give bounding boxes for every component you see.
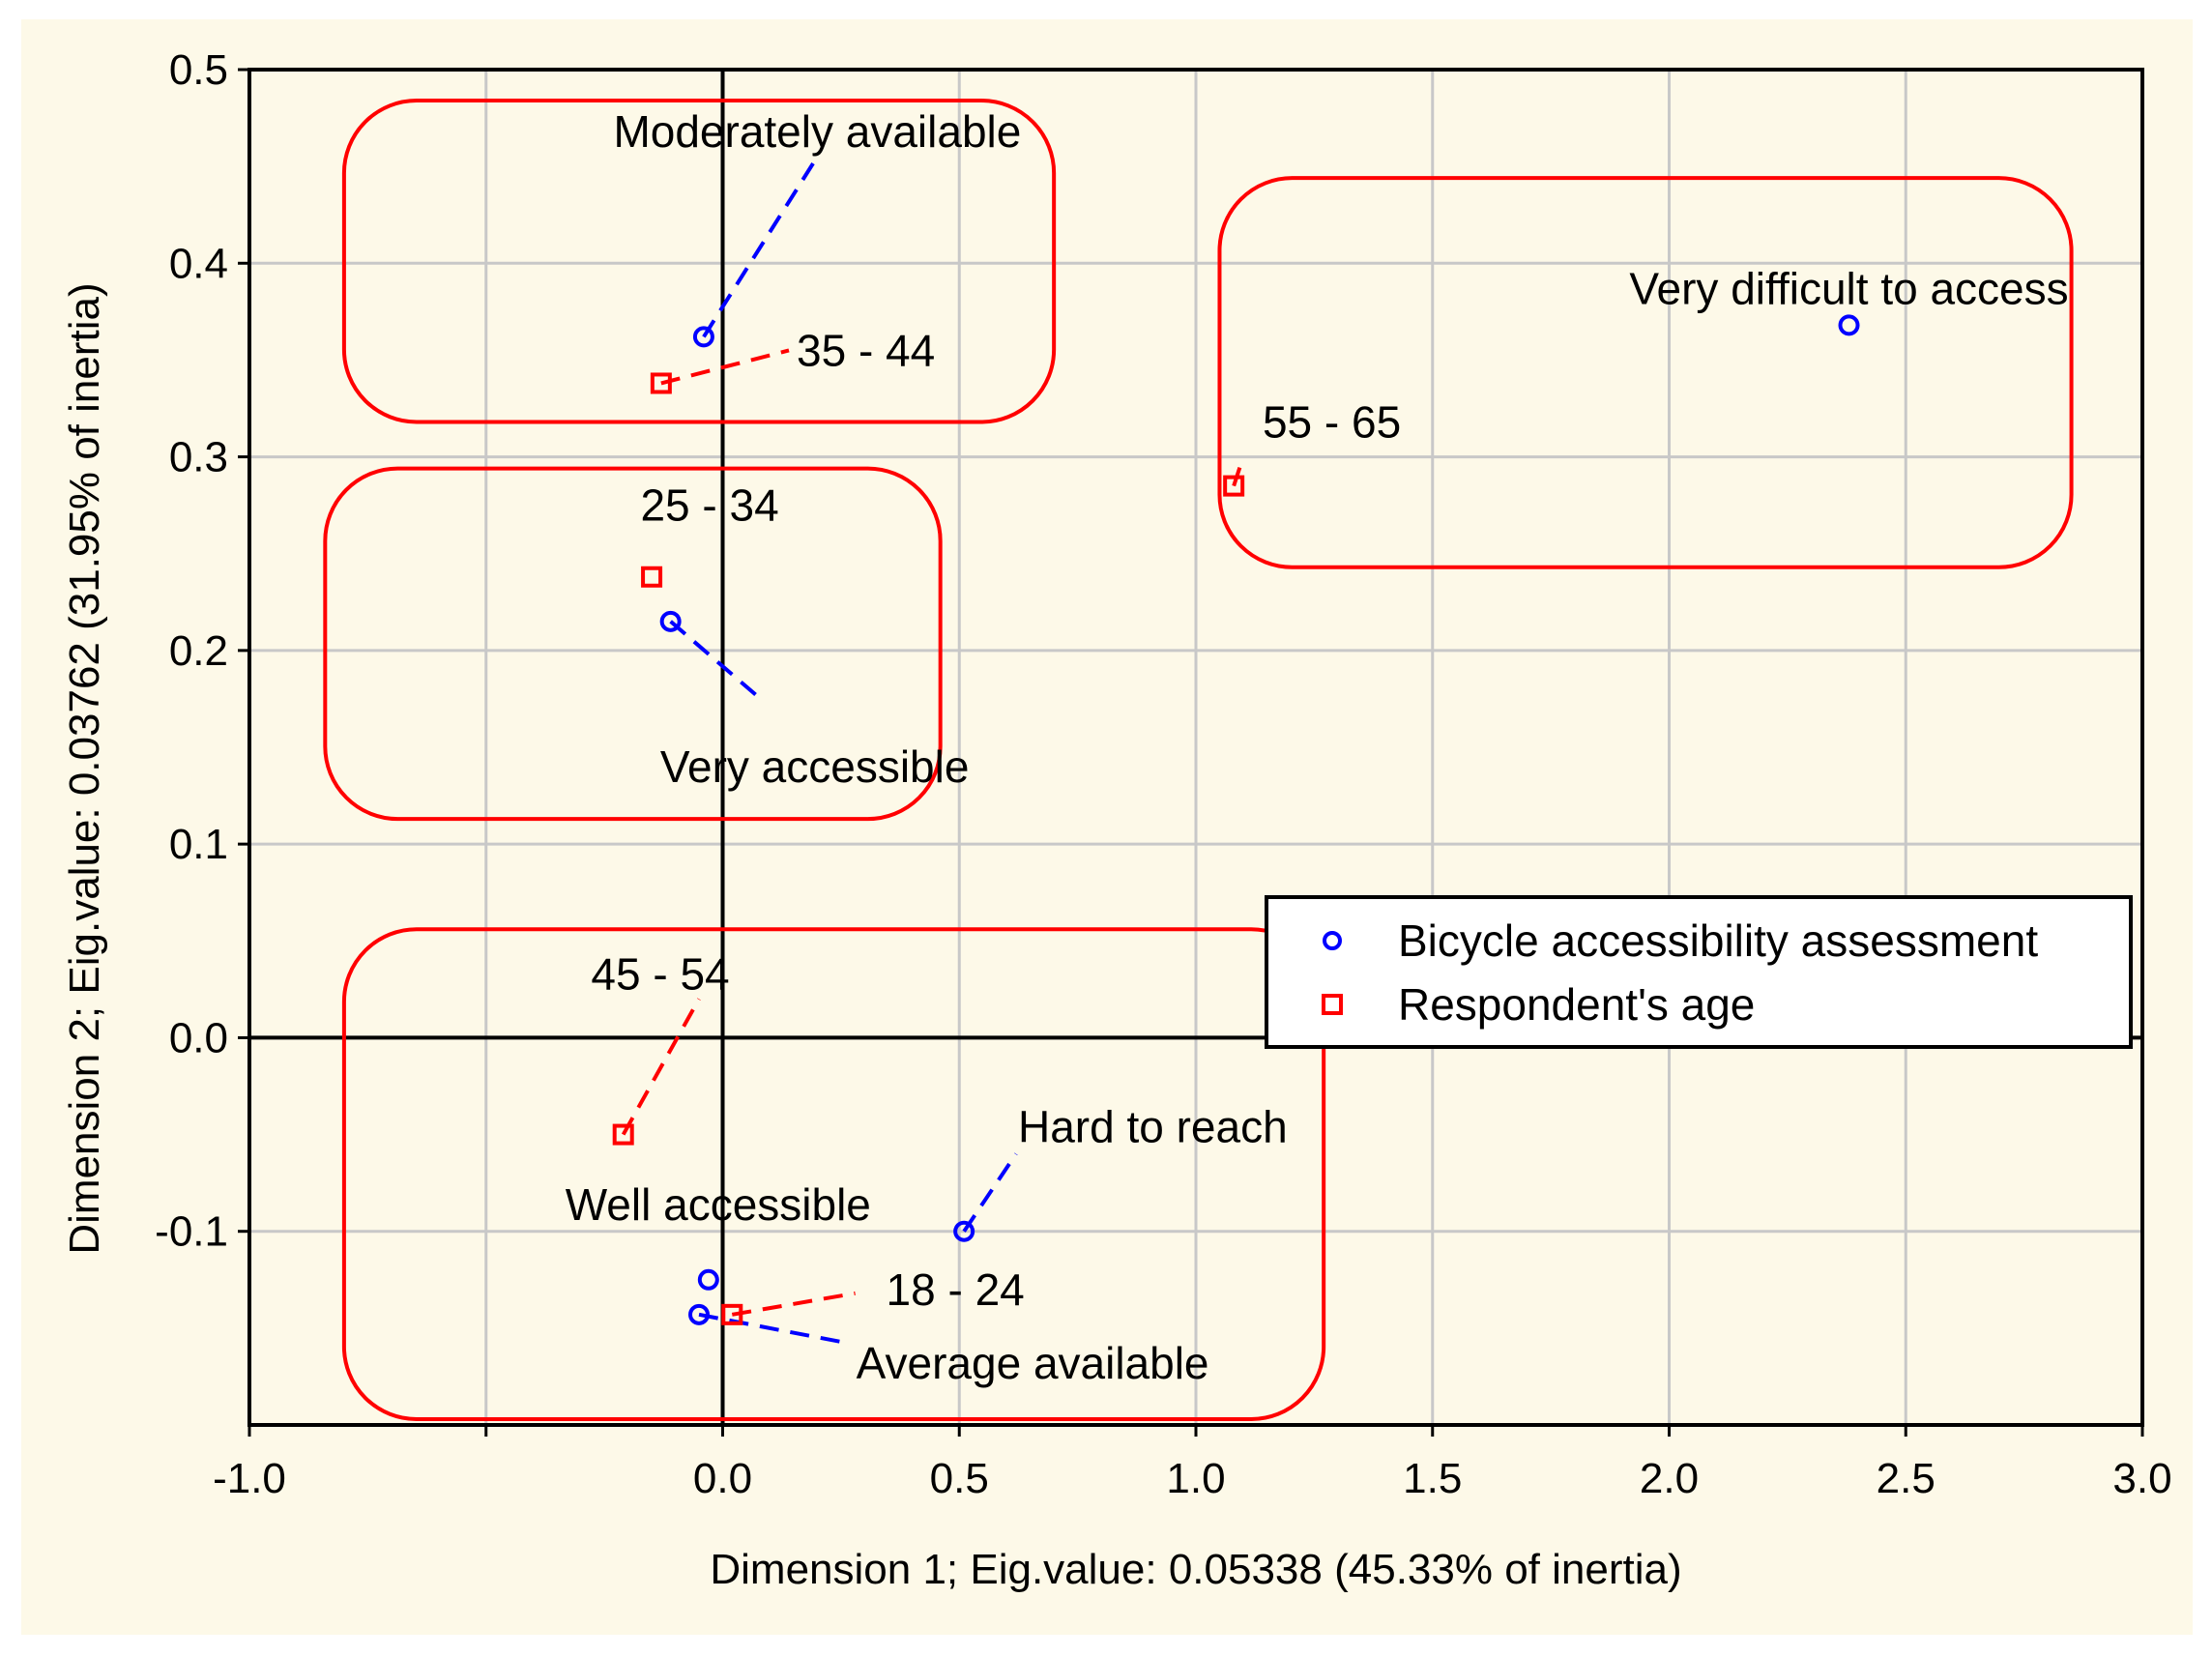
point-label-0-0: Moderately available (613, 106, 1021, 157)
point-label-0-1: Very difficult to access (1629, 263, 2068, 313)
y-tick-label-4: 0.1 (169, 821, 228, 868)
x-tick-label-6: 2.0 (1640, 1455, 1699, 1502)
connector-1-4 (731, 1291, 856, 1317)
y-tick-label-6: -0.1 (155, 1208, 228, 1256)
y-tick-label-0: 0.5 (169, 46, 228, 94)
circle-marker-1 (1838, 314, 1860, 336)
connector-1-1 (1232, 455, 1245, 487)
legend-circle-marker (1323, 931, 1342, 950)
cluster-box-2 (1217, 176, 2074, 569)
x-tick-label-4: 1.0 (1166, 1455, 1225, 1502)
y-axis-ticks: 0.5 0.4 0.3 0.2 0.1 0.0 -0.1 (155, 46, 249, 1256)
x-tick-label-0: -1.0 (213, 1455, 286, 1502)
y-tick-label-2: 0.3 (169, 434, 228, 481)
square-marker-1 (1223, 475, 1245, 497)
point-label-0-4: Average available (857, 1338, 1209, 1388)
point-label-0-5: Hard to reach (1018, 1102, 1288, 1152)
connector-0-0 (702, 156, 820, 338)
cluster-box-1 (341, 99, 1057, 424)
x-tick-label-5: 1.5 (1403, 1455, 1462, 1502)
legend-square-marker (1322, 994, 1343, 1015)
legend-label-age: Respondent's age (1398, 979, 1755, 1030)
legend: Bicycle accessibility assessment Respond… (1265, 895, 2133, 1049)
square-marker-4 (721, 1303, 743, 1325)
cluster-boxes (323, 99, 2074, 1421)
y-tick-label-5: 0.0 (169, 1014, 228, 1061)
point-label-1-2: 25 - 34 (640, 480, 778, 531)
square-marker-2 (641, 566, 663, 588)
connector-1-0 (660, 348, 790, 386)
cluster-box-4 (341, 927, 1326, 1421)
point-label-1-4: 18 - 24 (887, 1264, 1025, 1315)
point-labels: Moderately available Very difficult to ac… (566, 106, 2069, 1388)
x-axis-title: Dimension 1; Eig.value: 0.05338 (45.33% … (710, 1546, 1681, 1593)
legend-label-assessment: Bicycle accessibility assessment (1398, 915, 2038, 966)
connector-0-2 (669, 620, 762, 701)
data-markers (612, 314, 1860, 1325)
connector-0-5 (962, 1152, 1018, 1233)
y-axis-title: Dimension 2; Eig.value: 0.03762 (31.95% … (61, 282, 108, 1254)
point-label-1-3: 45 - 54 (591, 948, 729, 999)
square-marker-0 (650, 372, 672, 394)
x-axis-ticks: -1.0 0.0 0.5 1.0 1.5 2.0 2.5 3.0 (213, 1425, 2172, 1502)
circle-marker-4 (688, 1303, 711, 1325)
point-label-1-0: 35 - 44 (797, 325, 935, 375)
label-connectors (621, 156, 1245, 1346)
circle-marker-0 (692, 326, 714, 348)
x-tick-label-7: 2.5 (1877, 1455, 1936, 1502)
x-tick-label-3: 0.5 (930, 1455, 989, 1502)
legend-box (1265, 895, 2133, 1049)
point-label-0-2: Very accessible (660, 741, 970, 792)
square-marker-3 (612, 1123, 634, 1146)
y-tick-label-1: 0.4 (169, 240, 228, 287)
cluster-box-3 (323, 466, 943, 822)
x-tick-label-8: 3.0 (2112, 1455, 2171, 1502)
chart-frame (21, 19, 2193, 1635)
circle-marker-2 (659, 610, 682, 632)
circle-marker-5 (953, 1220, 975, 1242)
point-label-1-1: 55 - 65 (1263, 397, 1401, 448)
connector-0-4 (698, 1312, 852, 1346)
circle-marker-3 (697, 1268, 719, 1291)
x-tick-label-2: 0.0 (693, 1455, 752, 1502)
connector-1-3 (621, 998, 701, 1136)
y-tick-label-3: 0.2 (169, 627, 228, 675)
point-label-0-3: Well accessible (566, 1179, 871, 1230)
